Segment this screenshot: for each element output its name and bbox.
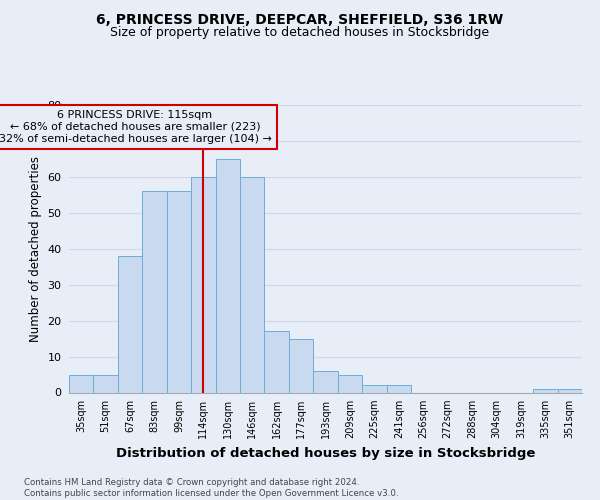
Bar	[557, 389, 582, 392]
Bar	[338, 374, 362, 392]
Bar	[142, 191, 167, 392]
Bar	[313, 371, 338, 392]
Bar	[265, 332, 289, 392]
Text: Contains HM Land Registry data © Crown copyright and database right 2024.
Contai: Contains HM Land Registry data © Crown c…	[24, 478, 398, 498]
Text: Size of property relative to detached houses in Stocksbridge: Size of property relative to detached ho…	[110, 26, 490, 39]
Bar	[118, 256, 142, 392]
Bar	[362, 386, 386, 392]
Text: 6 PRINCESS DRIVE: 115sqm
← 68% of detached houses are smaller (223)
32% of semi-: 6 PRINCESS DRIVE: 115sqm ← 68% of detach…	[0, 110, 271, 144]
Bar	[289, 338, 313, 392]
Text: 6, PRINCESS DRIVE, DEEPCAR, SHEFFIELD, S36 1RW: 6, PRINCESS DRIVE, DEEPCAR, SHEFFIELD, S…	[97, 12, 503, 26]
Bar	[215, 159, 240, 392]
Bar	[533, 389, 557, 392]
Bar	[240, 177, 265, 392]
Y-axis label: Number of detached properties: Number of detached properties	[29, 156, 41, 342]
Bar	[167, 191, 191, 392]
X-axis label: Distribution of detached houses by size in Stocksbridge: Distribution of detached houses by size …	[116, 446, 535, 460]
Bar	[94, 374, 118, 392]
Bar	[191, 177, 215, 392]
Bar	[386, 386, 411, 392]
Bar	[69, 374, 94, 392]
